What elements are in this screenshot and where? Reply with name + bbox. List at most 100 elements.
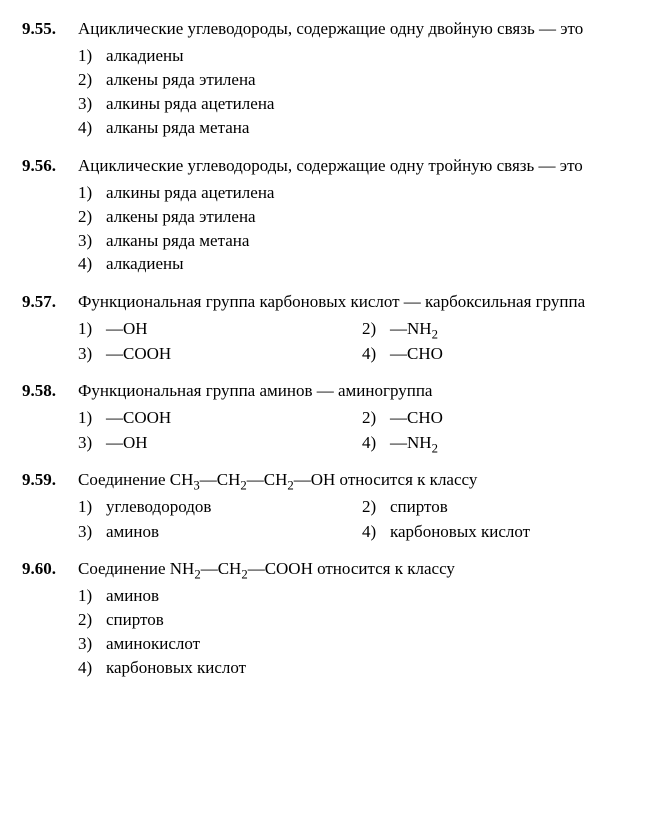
option-number: 4) (78, 657, 106, 680)
option-text: —COOH (106, 343, 362, 366)
options-list: 1)алкины ряда ацетилена2)алкены ряда эти… (78, 182, 646, 277)
option: 2)спиртов (362, 496, 646, 519)
option: 4)алканы ряда метана (78, 117, 646, 140)
options-grid: 1)—COOH2)—CHO3)—OH4)—NH2 (78, 407, 646, 455)
option: 2)спиртов (78, 609, 646, 632)
question-body: Ациклические углеводороды, содержащие од… (78, 18, 646, 141)
question-text: Функциональная группа карбоновых кислот … (78, 291, 646, 314)
option-number: 4) (362, 343, 390, 366)
option-text: алкены ряда этилена (106, 69, 646, 92)
question-text: Ациклические углеводороды, содержащие од… (78, 18, 646, 41)
options-list: 1)алкадиены2)алкены ряда этилена3)алкины… (78, 45, 646, 140)
question-number: 9.55. (22, 18, 78, 141)
question-text: Функциональная группа аминов — аминогруп… (78, 380, 646, 403)
option-number: 2) (362, 496, 390, 519)
option-number: 3) (78, 521, 106, 544)
option-number: 3) (78, 633, 106, 656)
question-number: 9.58. (22, 380, 78, 455)
option-number: 1) (78, 585, 106, 608)
option: 1)аминов (78, 585, 646, 608)
option: 4)—NH2 (362, 432, 646, 455)
question: 9.60.Соединение NH2—CH2—COOH относится к… (22, 558, 646, 681)
option-text: алкины ряда ацетилена (106, 93, 646, 116)
option: 3)аминокислот (78, 633, 646, 656)
option-number: 2) (78, 206, 106, 229)
option-number: 2) (78, 609, 106, 632)
option-text: алкадиены (106, 253, 646, 276)
option-text: алкины ряда ацетилена (106, 182, 646, 205)
option-text: карбоновых кислот (390, 521, 646, 544)
questions-container: 9.55.Ациклические углеводороды, содержащ… (22, 18, 646, 681)
option-number: 4) (78, 253, 106, 276)
option-number: 1) (78, 45, 106, 68)
option-number: 2) (78, 69, 106, 92)
option-text: алканы ряда метана (106, 230, 646, 253)
options-list: 1)аминов2)спиртов3)аминокислот4)карбонов… (78, 585, 646, 680)
option: 2)—CHO (362, 407, 646, 430)
question-number: 9.59. (22, 469, 78, 544)
question-body: Функциональная группа аминов — аминогруп… (78, 380, 646, 455)
option: 1)алкадиены (78, 45, 646, 68)
option-text: —CHO (390, 343, 646, 366)
option-text: —NH2 (390, 318, 646, 341)
option-text: —COOH (106, 407, 362, 430)
question: 9.59.Соединение CH3—CH2—CH2—OH относится… (22, 469, 646, 544)
option-text: алкадиены (106, 45, 646, 68)
question-number: 9.60. (22, 558, 78, 681)
option: 4)алкадиены (78, 253, 646, 276)
option-text: —NH2 (390, 432, 646, 455)
option-number: 3) (78, 93, 106, 116)
option: 3)—COOH (78, 343, 362, 366)
question-text: Соединение NH2—CH2—COOH относится к клас… (78, 558, 646, 581)
option: 3)алкины ряда ацетилена (78, 93, 646, 116)
option-number: 3) (78, 230, 106, 253)
option-number: 2) (362, 318, 390, 341)
option-text: алкены ряда этилена (106, 206, 646, 229)
option-text: аминокислот (106, 633, 646, 656)
option-text: аминов (106, 585, 646, 608)
option: 1)алкины ряда ацетилена (78, 182, 646, 205)
option-text: —CHO (390, 407, 646, 430)
option-number: 3) (78, 343, 106, 366)
option-text: —OH (106, 318, 362, 341)
option: 2)алкены ряда этилена (78, 69, 646, 92)
question-text: Ациклические углеводороды, содержащие од… (78, 155, 646, 178)
question: 9.56.Ациклические углеводороды, содержащ… (22, 155, 646, 278)
option-text: аминов (106, 521, 362, 544)
option: 4)карбоновых кислот (78, 657, 646, 680)
question-number: 9.56. (22, 155, 78, 278)
option: 1)—OH (78, 318, 362, 341)
question-body: Функциональная группа карбоновых кислот … (78, 291, 646, 366)
option-number: 3) (78, 432, 106, 455)
question-body: Соединение CH3—CH2—CH2—OH относится к кл… (78, 469, 646, 544)
option: 3)аминов (78, 521, 362, 544)
option-number: 1) (78, 407, 106, 430)
question-body: Соединение NH2—CH2—COOH относится к клас… (78, 558, 646, 681)
option: 4)карбоновых кислот (362, 521, 646, 544)
option-text: карбоновых кислот (106, 657, 646, 680)
option-text: спиртов (390, 496, 646, 519)
option: 1)—COOH (78, 407, 362, 430)
option: 4)—CHO (362, 343, 646, 366)
option-text: алканы ряда метана (106, 117, 646, 140)
option-number: 1) (78, 496, 106, 519)
option: 3)—OH (78, 432, 362, 455)
option: 2)—NH2 (362, 318, 646, 341)
option-text: спиртов (106, 609, 646, 632)
options-grid: 1)углеводородов2)спиртов3)аминов4)карбон… (78, 496, 646, 544)
question: 9.57.Функциональная группа карбоновых ки… (22, 291, 646, 366)
question-body: Ациклические углеводороды, содержащие од… (78, 155, 646, 278)
option-number: 1) (78, 182, 106, 205)
question: 9.55.Ациклические углеводороды, содержащ… (22, 18, 646, 141)
option-text: —OH (106, 432, 362, 455)
option: 3)алканы ряда метана (78, 230, 646, 253)
question-number: 9.57. (22, 291, 78, 366)
question: 9.58.Функциональная группа аминов — амин… (22, 380, 646, 455)
option: 1)углеводородов (78, 496, 362, 519)
question-text: Соединение CH3—CH2—CH2—OH относится к кл… (78, 469, 646, 492)
option-number: 4) (78, 117, 106, 140)
option-number: 4) (362, 432, 390, 455)
option-number: 2) (362, 407, 390, 430)
option: 2)алкены ряда этилена (78, 206, 646, 229)
option-text: углеводородов (106, 496, 362, 519)
